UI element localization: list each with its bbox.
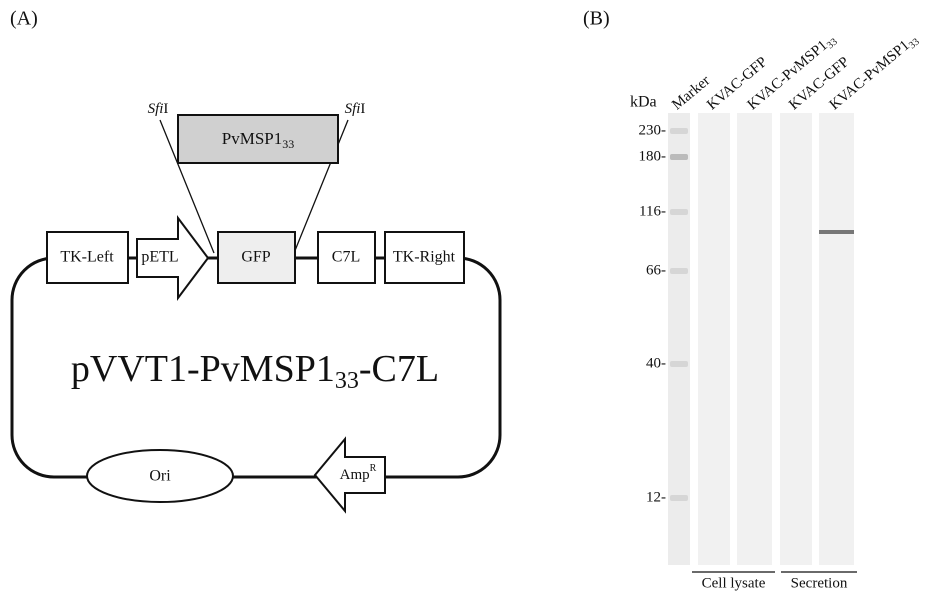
lane-name: Marker <box>669 73 713 114</box>
protein-band <box>819 230 854 234</box>
element-label: GFP <box>241 249 270 266</box>
blot: MarkerKVAC-GFPKVAC-PvMSP133KVAC-GFPKVAC-… <box>639 31 922 591</box>
element-label: pETL <box>141 249 178 266</box>
marker-label: 66- <box>646 262 666 278</box>
element-label: C7L <box>332 249 360 266</box>
marker-band <box>670 361 688 367</box>
unit-label: kDa <box>630 94 657 111</box>
element-label: TK-Right <box>393 249 456 266</box>
lane-label: Marker <box>669 73 713 114</box>
marker-label: 12- <box>646 489 666 505</box>
marker-label: 116- <box>639 203 666 219</box>
panel-label: (B) <box>583 8 610 30</box>
marker-label: 40- <box>646 355 666 371</box>
group-label: Cell lysate <box>702 575 766 591</box>
site-label: SfiI <box>148 101 169 117</box>
group-label: Secretion <box>791 575 848 591</box>
marker-band <box>670 495 688 501</box>
marker-band <box>670 209 688 215</box>
panel-label: (A) <box>10 8 38 30</box>
marker-label: 180- <box>639 148 667 164</box>
lane <box>737 113 772 565</box>
ori-label: Ori <box>149 468 171 485</box>
marker-band <box>670 268 688 274</box>
lane <box>698 113 730 565</box>
lane <box>780 113 812 565</box>
lane <box>819 113 854 565</box>
site-label: SfiI <box>345 101 366 117</box>
marker-label: 230- <box>639 122 667 138</box>
marker-band <box>670 154 688 160</box>
element-label: TK-Left <box>60 249 114 266</box>
plasmid-name: pVVT1-PvMSP133-C7L <box>71 348 439 394</box>
figure: (A) PvMSP133 SfiI SfiI TK-Left pETL GFP … <box>0 0 933 592</box>
marker-band <box>670 128 688 134</box>
